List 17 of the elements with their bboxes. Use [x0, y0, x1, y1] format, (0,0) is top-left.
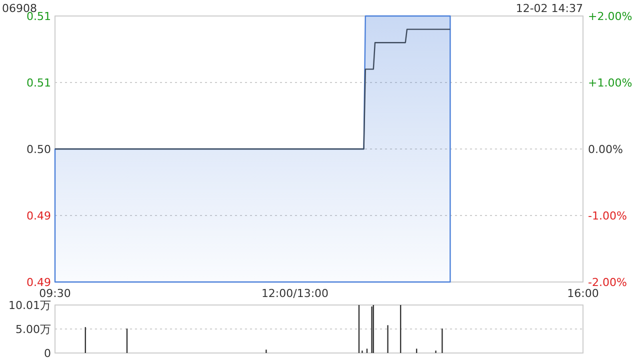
x-tick-label: 12:00/13:00	[261, 287, 329, 300]
y-tick-label: 0.49	[26, 210, 51, 222]
y-tick-label: 0	[44, 347, 51, 360]
y2-tick-label: -2.00%	[588, 276, 627, 289]
y-tick-label: 0.49	[26, 276, 51, 289]
y-tick-label: 0.51	[26, 76, 51, 90]
y2-tick-label: +1.00%	[588, 76, 632, 90]
y-tick-label: 10.01万	[8, 299, 51, 312]
y-tick-label: 0.50	[26, 143, 51, 156]
x-tick-label: 16:00	[567, 287, 599, 300]
text: 12-02 14:37	[516, 2, 583, 15]
line-series	[54, 28, 451, 150]
y2-tick-label: -1.00%	[588, 210, 627, 222]
x-tick-label: 09:30	[39, 287, 71, 300]
y2-tick-label: 0.00%	[588, 143, 623, 156]
y2-tick-label: +2.00%	[588, 10, 632, 23]
y-tick-label: 5.00万	[16, 323, 51, 336]
